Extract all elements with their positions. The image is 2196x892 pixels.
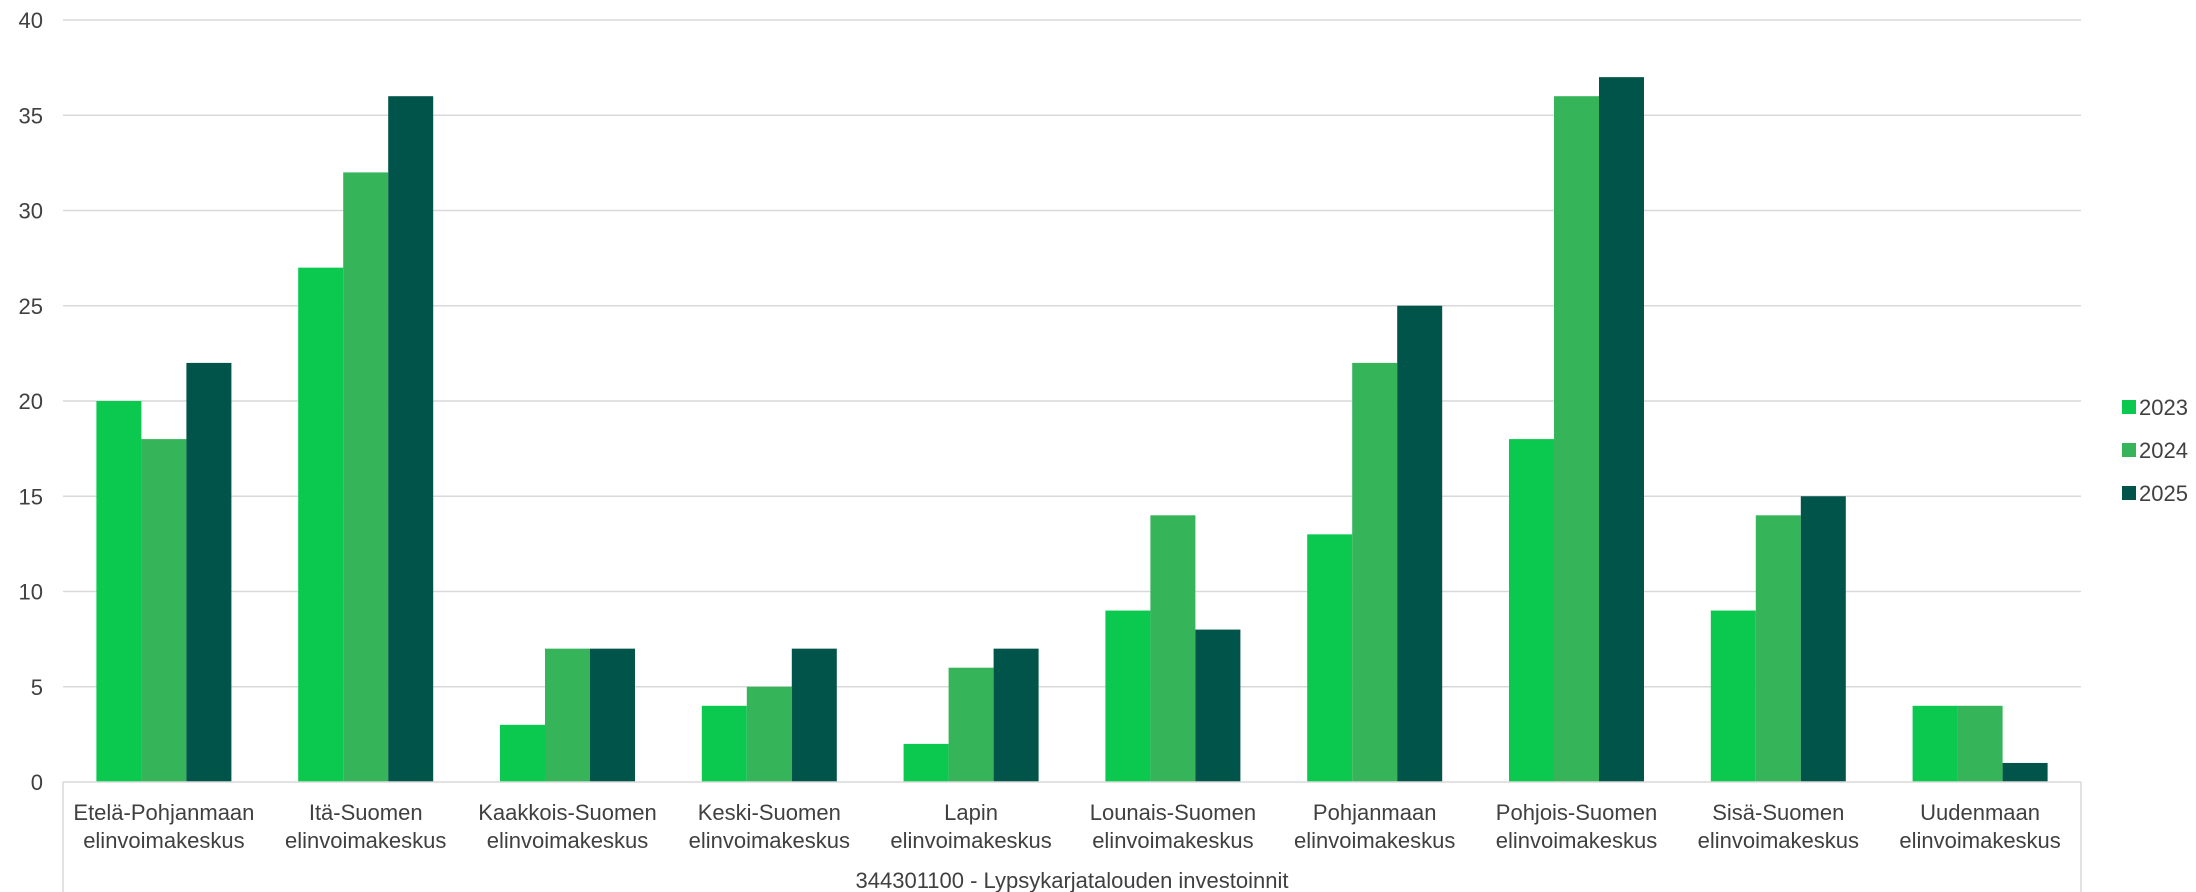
legend: 2023 2024 2025 bbox=[2122, 395, 2188, 506]
legend-label: 2023 bbox=[2139, 395, 2188, 420]
bar-2025 bbox=[791, 648, 837, 782]
y-tick-label: 35 bbox=[19, 103, 43, 128]
x-tick-label: Kaakkois-Suomen bbox=[478, 800, 657, 825]
legend-label: 2025 bbox=[2139, 481, 2188, 506]
bar-2023 bbox=[298, 267, 344, 782]
bar-2024 bbox=[746, 686, 792, 782]
y-tick-label: 40 bbox=[19, 8, 43, 33]
y-tick-label: 25 bbox=[19, 294, 43, 319]
y-tick-label: 0 bbox=[31, 770, 43, 795]
bar-2023 bbox=[500, 724, 545, 782]
bar-2023 bbox=[1509, 439, 1554, 782]
bar-2025 bbox=[1800, 496, 1846, 782]
bar-2024 bbox=[1957, 705, 2003, 782]
x-tick-label: Itä-Suomen bbox=[309, 800, 423, 825]
bar-2024 bbox=[545, 648, 590, 782]
x-tick-label: Etelä-Pohjanmaan bbox=[73, 800, 254, 825]
legend-swatch-2024 bbox=[2122, 443, 2136, 457]
legend-label: 2024 bbox=[2139, 438, 2188, 463]
bar-2025 bbox=[1599, 77, 1644, 782]
y-axis-ticks: 0 5 10 15 20 25 30 35 40 bbox=[19, 8, 43, 795]
bar-2023 bbox=[1710, 610, 1756, 782]
bar-2025 bbox=[388, 96, 434, 782]
x-axis-frame bbox=[62, 781, 2082, 892]
bar-2023 bbox=[701, 705, 747, 782]
bar-2024 bbox=[141, 439, 187, 782]
category-group-label: 344301100 - Lypsykarjatalouden investoin… bbox=[856, 868, 1289, 892]
y-tick-label: 5 bbox=[31, 675, 43, 700]
x-tick-label: elinvoimakeskus bbox=[1496, 828, 1657, 853]
bar-2025 bbox=[1397, 305, 1443, 782]
bar-2025 bbox=[2002, 762, 2048, 782]
bar-2023 bbox=[1105, 610, 1151, 782]
x-tick-label: Uudenmaan bbox=[1920, 800, 2040, 825]
x-tick-label: Pohjanmaan bbox=[1313, 800, 1437, 825]
x-tick-label: elinvoimakeskus bbox=[487, 828, 648, 853]
bars bbox=[96, 77, 2048, 782]
bar-2024 bbox=[1755, 515, 1801, 782]
x-tick-label: elinvoimakeskus bbox=[890, 828, 1051, 853]
bar-2024 bbox=[343, 172, 389, 782]
bar-2023 bbox=[1912, 705, 1958, 782]
x-tick-label: elinvoimakeskus bbox=[1294, 828, 1455, 853]
x-tick-label: elinvoimakeskus bbox=[83, 828, 244, 853]
legend-swatch-2023 bbox=[2122, 400, 2136, 414]
bar-2025 bbox=[186, 362, 232, 782]
bar-2023 bbox=[1307, 534, 1353, 782]
bar-2023 bbox=[96, 401, 142, 782]
bar-2025 bbox=[1195, 629, 1241, 782]
x-tick-label: Pohjois-Suomen bbox=[1496, 800, 1657, 825]
x-tick-label: Keski-Suomen bbox=[698, 800, 841, 825]
y-tick-label: 30 bbox=[19, 199, 43, 224]
x-tick-label: elinvoimakeskus bbox=[1092, 828, 1253, 853]
x-tick-label: elinvoimakeskus bbox=[285, 828, 446, 853]
y-tick-label: 15 bbox=[19, 484, 43, 509]
bar-2024 bbox=[1554, 96, 1599, 782]
x-tick-label: elinvoimakeskus bbox=[689, 828, 850, 853]
bar-2023 bbox=[903, 743, 949, 782]
x-tick-label: Lapin bbox=[944, 800, 998, 825]
x-tick-label: elinvoimakeskus bbox=[1698, 828, 1859, 853]
bar-2025 bbox=[590, 648, 635, 782]
x-tick-label: Sisä-Suomen bbox=[1712, 800, 1844, 825]
x-tick-label: elinvoimakeskus bbox=[1899, 828, 2060, 853]
y-tick-label: 10 bbox=[19, 580, 43, 605]
bar-2025 bbox=[993, 648, 1039, 782]
y-tick-label: 20 bbox=[19, 389, 43, 414]
bar-2024 bbox=[1150, 515, 1196, 782]
bar-2024 bbox=[948, 667, 994, 782]
x-axis-labels: Etelä-Pohjanmaan elinvoimakeskus Itä-Suome… bbox=[73, 800, 2060, 853]
bar-2024 bbox=[1352, 362, 1398, 782]
legend-swatch-2025 bbox=[2122, 486, 2136, 500]
x-tick-label: Lounais-Suomen bbox=[1090, 800, 1256, 825]
